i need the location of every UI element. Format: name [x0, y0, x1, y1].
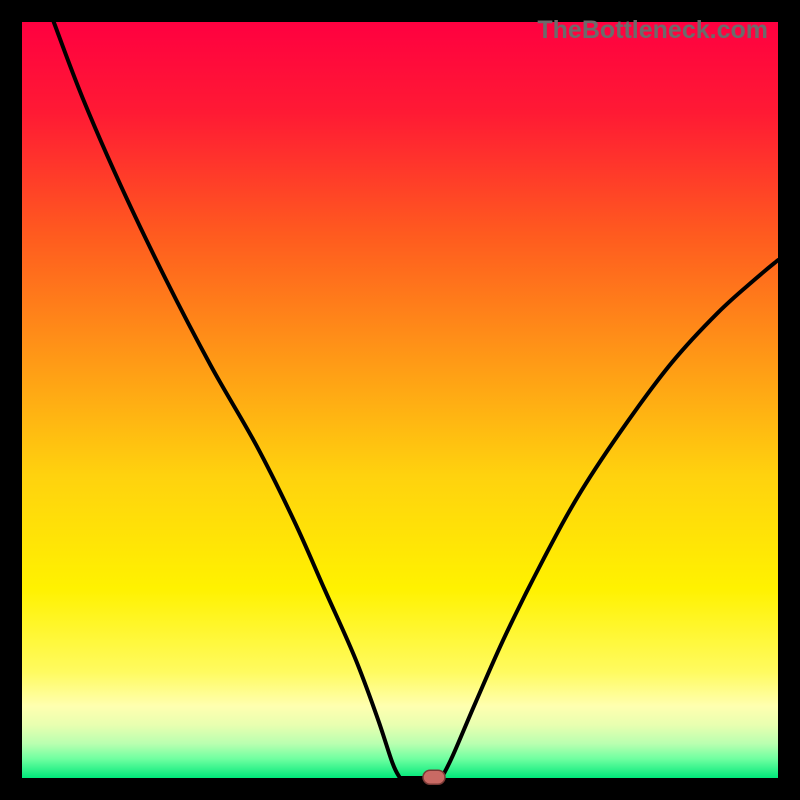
- curve-layer: [22, 22, 778, 778]
- plot-area: TheBottleneck.com: [22, 22, 778, 778]
- watermark-text: TheBottleneck.com: [537, 16, 768, 45]
- chart-stage: TheBottleneck.com: [0, 0, 800, 800]
- bottleneck-curve: [54, 22, 778, 778]
- minimum-marker: [423, 770, 445, 784]
